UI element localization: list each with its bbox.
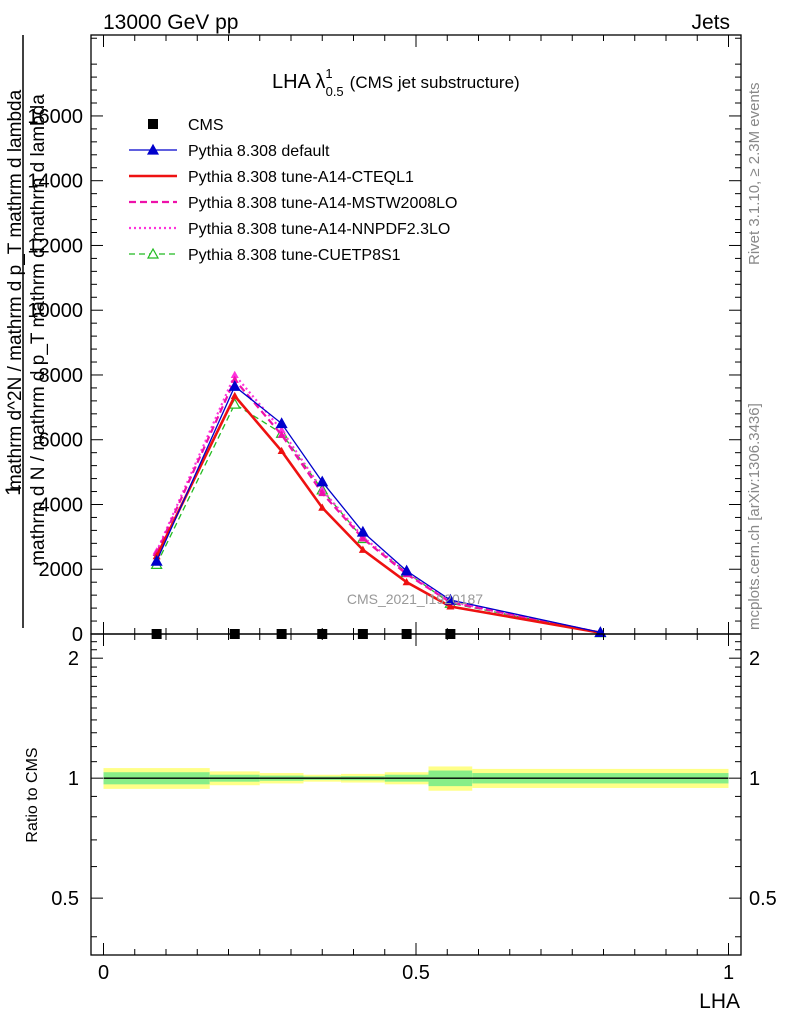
series-line [156,403,601,634]
mcplots-label: mcplots.cern.ch [arXiv:1306.3436] [746,403,763,630]
legend-label: Pythia 8.308 tune-A14-CTEQL1 [188,169,414,186]
y-tick-label: 0 [72,624,83,646]
data-point [318,488,327,497]
data-point [446,602,455,610]
ratio-tick-label-right: 1 [749,768,760,790]
legend-marker [148,119,158,129]
data-point [316,475,329,487]
data-point [230,391,239,400]
y-tick-label: 6000 [39,430,84,452]
data-point [358,534,367,542]
plot-title-tail: (CMS jet substructure) [350,73,520,92]
x-tick-label: 0 [98,962,109,984]
ratio-tick-label-right: 0.5 [749,888,777,910]
data-point [358,545,367,553]
watermark: CMS_2021_I1920187 [347,591,483,607]
data-point [402,577,411,586]
x-tick-label: 0.5 [402,962,430,984]
y-tick-label: 12000 [27,235,83,257]
data-point [318,503,327,511]
plot-title-main: LHA λ [272,71,325,93]
ratio-tick-label-left: 1 [68,768,79,790]
data-point [275,417,288,429]
series-line [155,372,601,634]
legend-marker [146,247,160,259]
data-point [277,446,286,455]
data-point [400,564,413,576]
y-tick-label: 14000 [27,171,83,193]
legend-label: Pythia 8.308 default [188,143,330,160]
ratio-tick-label-left: 0.5 [51,888,79,910]
legend-label: Pythia 8.308 tune-CUETP8S1 [188,247,401,264]
rivet-label: Rivet 3.1.10, ≥ 2.3M events [746,83,763,266]
legend-label: CMS [188,117,224,134]
plot-title-sub: 0.5 [326,84,344,99]
main-panel: 0 2000 4000 6000 8000 10000 12000 14000 16000 CMS… [27,34,742,646]
ratio-tick-label-left: 2 [68,648,79,670]
legend-label: Pythia 8.308 tune-A14-MSTW2008LO [188,195,457,212]
legend-marker [146,143,160,155]
y-axis-label-den: mathrm d N / mathrm d p_T mathrm d mathr… [28,94,49,566]
data-point [228,380,241,391]
legend-label: Pythia 8.308 tune-A14-NNPDF2.3LO [188,221,450,238]
data-point [150,554,163,566]
data-point [356,525,369,537]
series-line [155,393,601,634]
y-tick-label: 4000 [39,494,84,516]
header-jets: Jets [691,11,730,34]
y-tick-label: 16000 [27,106,83,128]
data-point [277,430,286,438]
y-axis-label-top: 1 [2,484,25,496]
x-axis-label: LHA [699,990,740,1013]
plot-title-sup: 1 [325,66,332,81]
ratio-y-label: Ratio to CMS [24,747,41,842]
y-tick-label: 8000 [39,365,84,387]
x-tick-label: 1 [723,962,734,984]
series-line [155,377,601,634]
y-tick-label: 10000 [27,300,83,322]
header-energy: 13000 GeV pp [103,11,238,34]
plot-title: LHA λ1 0.5 (CMS jet substructure) [272,66,520,99]
y-axis-label-overlay: mathrm d^2N / mathrm d p_T mathrm d lamb… [5,89,26,490]
data-point [444,593,457,605]
y-tick-label: 2000 [39,559,84,581]
ratio-frame [90,633,742,956]
series-line [156,385,601,634]
ratio-tick-label-right: 2 [749,648,760,670]
ratio-panel: 0.5 0.5 1 1 2 2 0 0.5 1 [51,633,777,984]
